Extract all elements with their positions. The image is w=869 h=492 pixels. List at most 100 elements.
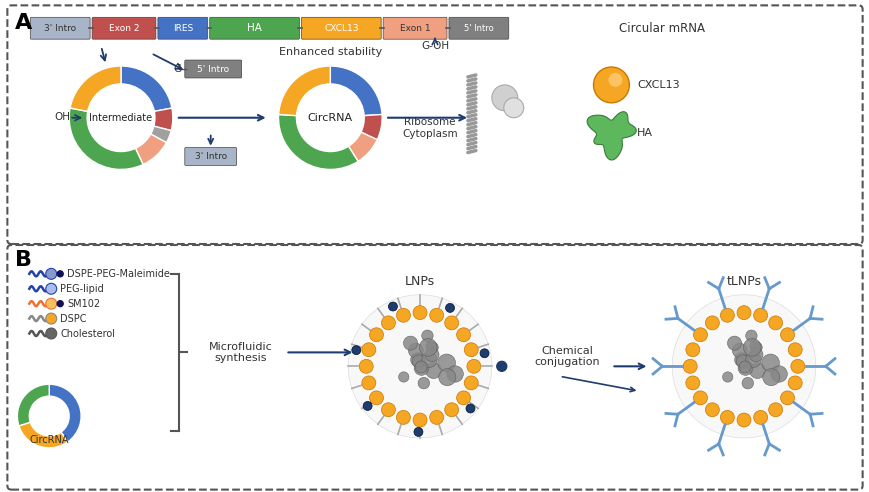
Circle shape	[46, 328, 56, 339]
Circle shape	[749, 363, 765, 378]
Circle shape	[429, 410, 443, 424]
Text: Exon 2: Exon 2	[109, 24, 139, 33]
Circle shape	[414, 361, 428, 375]
Circle shape	[668, 292, 818, 441]
Circle shape	[396, 410, 410, 424]
Circle shape	[418, 377, 429, 389]
Wedge shape	[70, 108, 143, 169]
Text: tLNPs: tLNPs	[726, 275, 760, 288]
Circle shape	[445, 304, 454, 312]
Circle shape	[413, 413, 427, 427]
Circle shape	[46, 313, 56, 324]
Wedge shape	[278, 66, 330, 116]
Circle shape	[369, 391, 383, 405]
Circle shape	[753, 410, 766, 424]
Circle shape	[491, 85, 517, 111]
Circle shape	[749, 341, 760, 351]
Circle shape	[466, 404, 474, 413]
Circle shape	[362, 376, 375, 390]
Circle shape	[779, 328, 793, 342]
Circle shape	[693, 328, 706, 342]
Text: Intermediate: Intermediate	[90, 113, 152, 123]
Circle shape	[396, 308, 410, 322]
Circle shape	[720, 308, 733, 322]
Circle shape	[398, 372, 408, 382]
Circle shape	[739, 361, 750, 373]
Circle shape	[705, 316, 719, 330]
Circle shape	[672, 295, 815, 438]
FancyBboxPatch shape	[448, 17, 508, 39]
Text: A: A	[16, 13, 32, 33]
Text: 5' Intro: 5' Intro	[463, 24, 494, 33]
Circle shape	[741, 377, 753, 389]
Text: 3' Intro: 3' Intro	[44, 24, 76, 33]
Text: CircRNA: CircRNA	[308, 113, 353, 123]
Circle shape	[496, 361, 506, 371]
Circle shape	[359, 359, 373, 373]
Circle shape	[736, 413, 750, 427]
Wedge shape	[330, 66, 381, 116]
Circle shape	[467, 359, 481, 373]
Circle shape	[726, 336, 740, 350]
Circle shape	[413, 306, 427, 320]
Wedge shape	[150, 126, 171, 143]
Text: CXCL13: CXCL13	[323, 24, 358, 33]
Wedge shape	[19, 422, 68, 448]
Circle shape	[362, 401, 372, 410]
Circle shape	[421, 330, 433, 341]
Polygon shape	[587, 112, 635, 160]
Circle shape	[456, 391, 470, 405]
Circle shape	[720, 410, 733, 424]
Circle shape	[733, 353, 748, 367]
Circle shape	[761, 354, 779, 371]
Wedge shape	[50, 384, 81, 442]
Circle shape	[768, 316, 782, 330]
Circle shape	[410, 353, 424, 367]
Circle shape	[732, 343, 746, 358]
Text: CircRNA: CircRNA	[30, 435, 69, 445]
Circle shape	[46, 283, 56, 294]
Circle shape	[362, 343, 375, 357]
Circle shape	[57, 301, 63, 307]
Wedge shape	[278, 115, 358, 169]
Circle shape	[46, 298, 56, 309]
Text: PEG-lipid: PEG-lipid	[60, 284, 103, 294]
Circle shape	[742, 338, 760, 356]
Circle shape	[369, 328, 383, 342]
Circle shape	[745, 352, 760, 368]
Text: G: G	[174, 64, 182, 74]
FancyBboxPatch shape	[184, 148, 236, 165]
Circle shape	[388, 302, 397, 311]
Circle shape	[421, 352, 437, 368]
Text: CXCL13: CXCL13	[637, 80, 680, 90]
Text: OH: OH	[54, 112, 70, 122]
Text: G-OH: G-OH	[421, 41, 448, 51]
Text: Microfluidic
synthesis: Microfluidic synthesis	[209, 341, 272, 363]
Text: Enhanced stability: Enhanced stability	[278, 47, 381, 57]
Circle shape	[419, 338, 436, 356]
Circle shape	[412, 355, 425, 368]
FancyBboxPatch shape	[7, 245, 862, 490]
Wedge shape	[17, 384, 50, 426]
Circle shape	[685, 376, 699, 390]
Circle shape	[403, 336, 417, 350]
Circle shape	[503, 98, 523, 118]
Circle shape	[787, 376, 801, 390]
Circle shape	[57, 271, 63, 277]
Circle shape	[607, 73, 621, 87]
Text: SM102: SM102	[67, 299, 100, 308]
Text: HA: HA	[637, 127, 653, 138]
FancyBboxPatch shape	[7, 5, 862, 244]
Wedge shape	[121, 66, 172, 111]
Circle shape	[425, 348, 439, 362]
FancyBboxPatch shape	[382, 17, 447, 39]
Circle shape	[408, 343, 423, 358]
Wedge shape	[136, 134, 166, 164]
Text: Exon 1: Exon 1	[399, 24, 430, 33]
Circle shape	[345, 292, 494, 441]
Circle shape	[762, 369, 779, 386]
Text: Circular mRNA: Circular mRNA	[619, 22, 705, 35]
Circle shape	[464, 376, 478, 390]
Circle shape	[779, 391, 793, 405]
Circle shape	[745, 330, 756, 341]
